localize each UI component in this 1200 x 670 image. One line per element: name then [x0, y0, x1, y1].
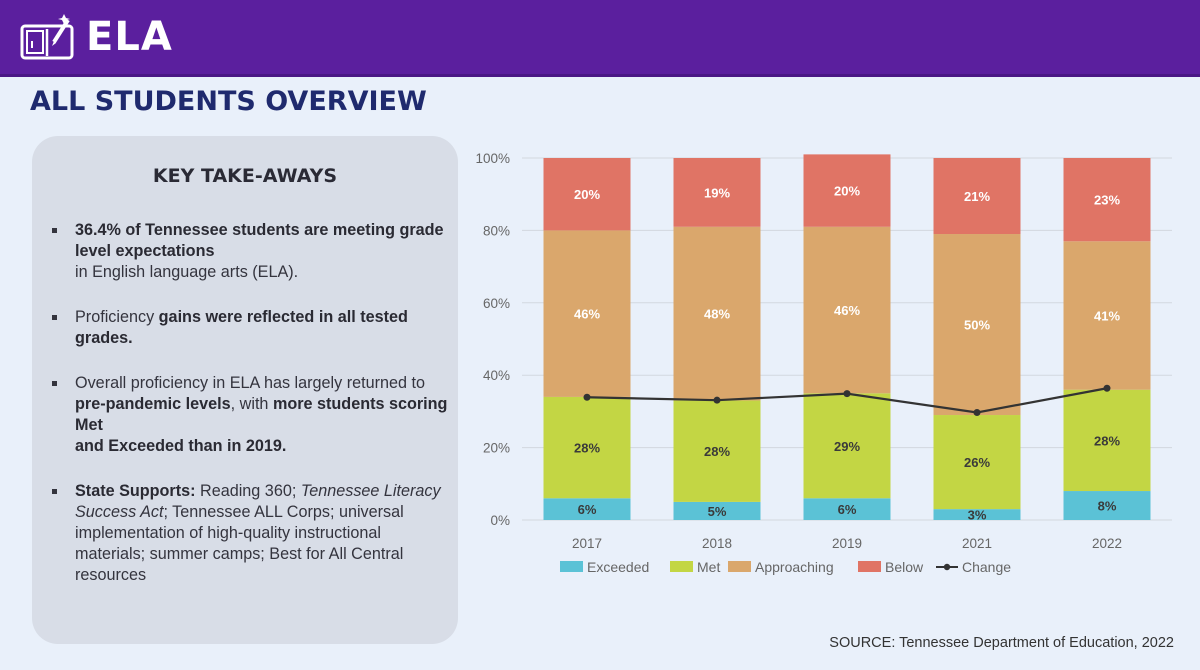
bar-segment: [673, 400, 761, 502]
data-label: 48%: [704, 307, 730, 322]
proficiency-chart: 0% 20% 40% 60% 80% 100% 6% 28% 46% 20% 2017 5% 28% 48…: [475, 151, 1172, 575]
takeaway-4-text-b: ; Tennessee ALL Corps; universal impleme…: [75, 503, 404, 584]
legend-swatch: [728, 561, 751, 572]
data-label: 41%: [1094, 308, 1120, 323]
legend-line-marker: [943, 563, 951, 571]
takeaway-3-text: Overall proficiency in ELA has largely r…: [75, 374, 426, 392]
data-label: 20%: [834, 184, 860, 199]
bar-segment: [543, 158, 631, 231]
legend-swatch: [670, 561, 693, 572]
page-title: ALL STUDENTS OVERVIEW: [30, 86, 427, 117]
y-tick-label: 0%: [490, 513, 510, 528]
data-label: 23%: [1094, 193, 1120, 208]
data-label: 8%: [1098, 499, 1117, 514]
takeaway-3-mid: , with: [230, 395, 273, 413]
bar-segment: [1063, 158, 1151, 242]
data-label: 3%: [968, 508, 987, 523]
bar-segment: [673, 501, 761, 520]
data-label: 21%: [964, 189, 990, 204]
legend-swatch: [560, 561, 583, 572]
bar-segment: [803, 226, 891, 394]
legend-label: Change: [962, 559, 1011, 575]
list-item: Overall proficiency in ELA has largely r…: [52, 373, 452, 457]
bar-segment: [933, 509, 1021, 520]
bar-segment: [933, 415, 1021, 510]
book-pencil-icon: [20, 14, 74, 60]
legend-label: Met: [697, 559, 720, 575]
app-title: ELA: [86, 14, 173, 60]
x-tick-label: 2022: [1092, 536, 1122, 551]
y-tick-label: 60%: [483, 296, 510, 311]
takeaway-2-text: Proficiency: [75, 308, 159, 326]
data-label: 6%: [578, 502, 597, 517]
bar-segment: [673, 226, 761, 401]
takeaway-1-text: in English language arts (ELA).: [75, 263, 299, 281]
takeaway-4-italic: Tennessee Literacy Success Act: [75, 482, 441, 521]
y-tick-label: 40%: [483, 368, 510, 383]
bar-segment: [673, 158, 761, 227]
data-label: 28%: [1094, 433, 1120, 448]
met-highlight: Met: [75, 416, 103, 434]
bar-segment: [933, 158, 1021, 235]
x-tick-label: 2019: [832, 536, 862, 551]
data-label: 28%: [574, 441, 600, 456]
takeaway-3-end: than in 2019.: [183, 437, 287, 455]
header-banner: ELA: [0, 0, 1200, 77]
takeaway-2-bold: gains were reflected in all tested grade…: [75, 308, 408, 347]
legend-label: Approaching: [755, 559, 834, 575]
takeaway-3-bold: pre-pandemic levels: [75, 395, 231, 413]
takeaways-panel: KEY TAKE-AWAYS 36.4% of Tennessee studen…: [32, 136, 458, 644]
y-tick-label: 20%: [483, 441, 510, 456]
panel-title: KEY TAKE-AWAYS: [152, 165, 338, 187]
takeaway-3-bold-2: more students scoring: [272, 395, 448, 413]
bar-segment: [543, 498, 631, 520]
bar-segment: [933, 234, 1021, 416]
change-point: [973, 408, 981, 416]
bar-segment: [803, 498, 891, 520]
data-label: 20%: [574, 187, 600, 202]
takeaway-3-and: and: [75, 437, 109, 455]
exceeded-highlight: Exceeded: [108, 437, 184, 455]
data-label: 19%: [704, 185, 730, 200]
y-tick-label: 100%: [475, 151, 510, 166]
takeaway-1-bold: 36.4% of Tennessee students are meeting …: [75, 221, 444, 260]
bar-segment: [1063, 241, 1151, 390]
data-label: 50%: [964, 318, 990, 333]
data-label: 28%: [704, 444, 730, 459]
x-tick-label: 2017: [572, 536, 602, 551]
bar-segment: [1063, 491, 1151, 520]
data-label: 6%: [838, 502, 857, 517]
data-label: 26%: [964, 455, 990, 470]
takeaway-4-bold: State Supports:: [75, 482, 196, 500]
y-tick-label: 80%: [483, 223, 510, 238]
bar-segment: [1063, 389, 1151, 492]
legend-label: Below: [885, 559, 924, 575]
data-label: 46%: [574, 307, 600, 322]
change-point: [1103, 384, 1111, 392]
x-tick-label: 2021: [962, 536, 992, 551]
takeaways-list: 36.4% of Tennessee students are meeting …: [52, 220, 452, 610]
legend-label: Exceeded: [587, 559, 649, 575]
bar-segment: [543, 230, 631, 397]
change-point: [583, 393, 591, 401]
bar-segment: [803, 154, 891, 227]
change-point: [843, 390, 851, 398]
list-item: State Supports: Reading 360; Tennessee L…: [52, 481, 452, 586]
bar-segment: [543, 396, 631, 499]
takeaway-4-text-a: Reading 360;: [195, 482, 301, 500]
legend-swatch: [858, 561, 881, 572]
change-point: [713, 396, 721, 404]
list-item: Proficiency gains were reflected in all …: [52, 307, 452, 349]
list-item: 36.4% of Tennessee students are meeting …: [52, 220, 452, 283]
data-label: 29%: [834, 439, 860, 454]
data-label: 5%: [708, 504, 727, 519]
bar-segment: [803, 393, 891, 499]
data-label: 46%: [834, 303, 860, 318]
source-note: SOURCE: Tennessee Department of Educatio…: [829, 635, 1174, 651]
x-tick-label: 2018: [702, 536, 732, 551]
